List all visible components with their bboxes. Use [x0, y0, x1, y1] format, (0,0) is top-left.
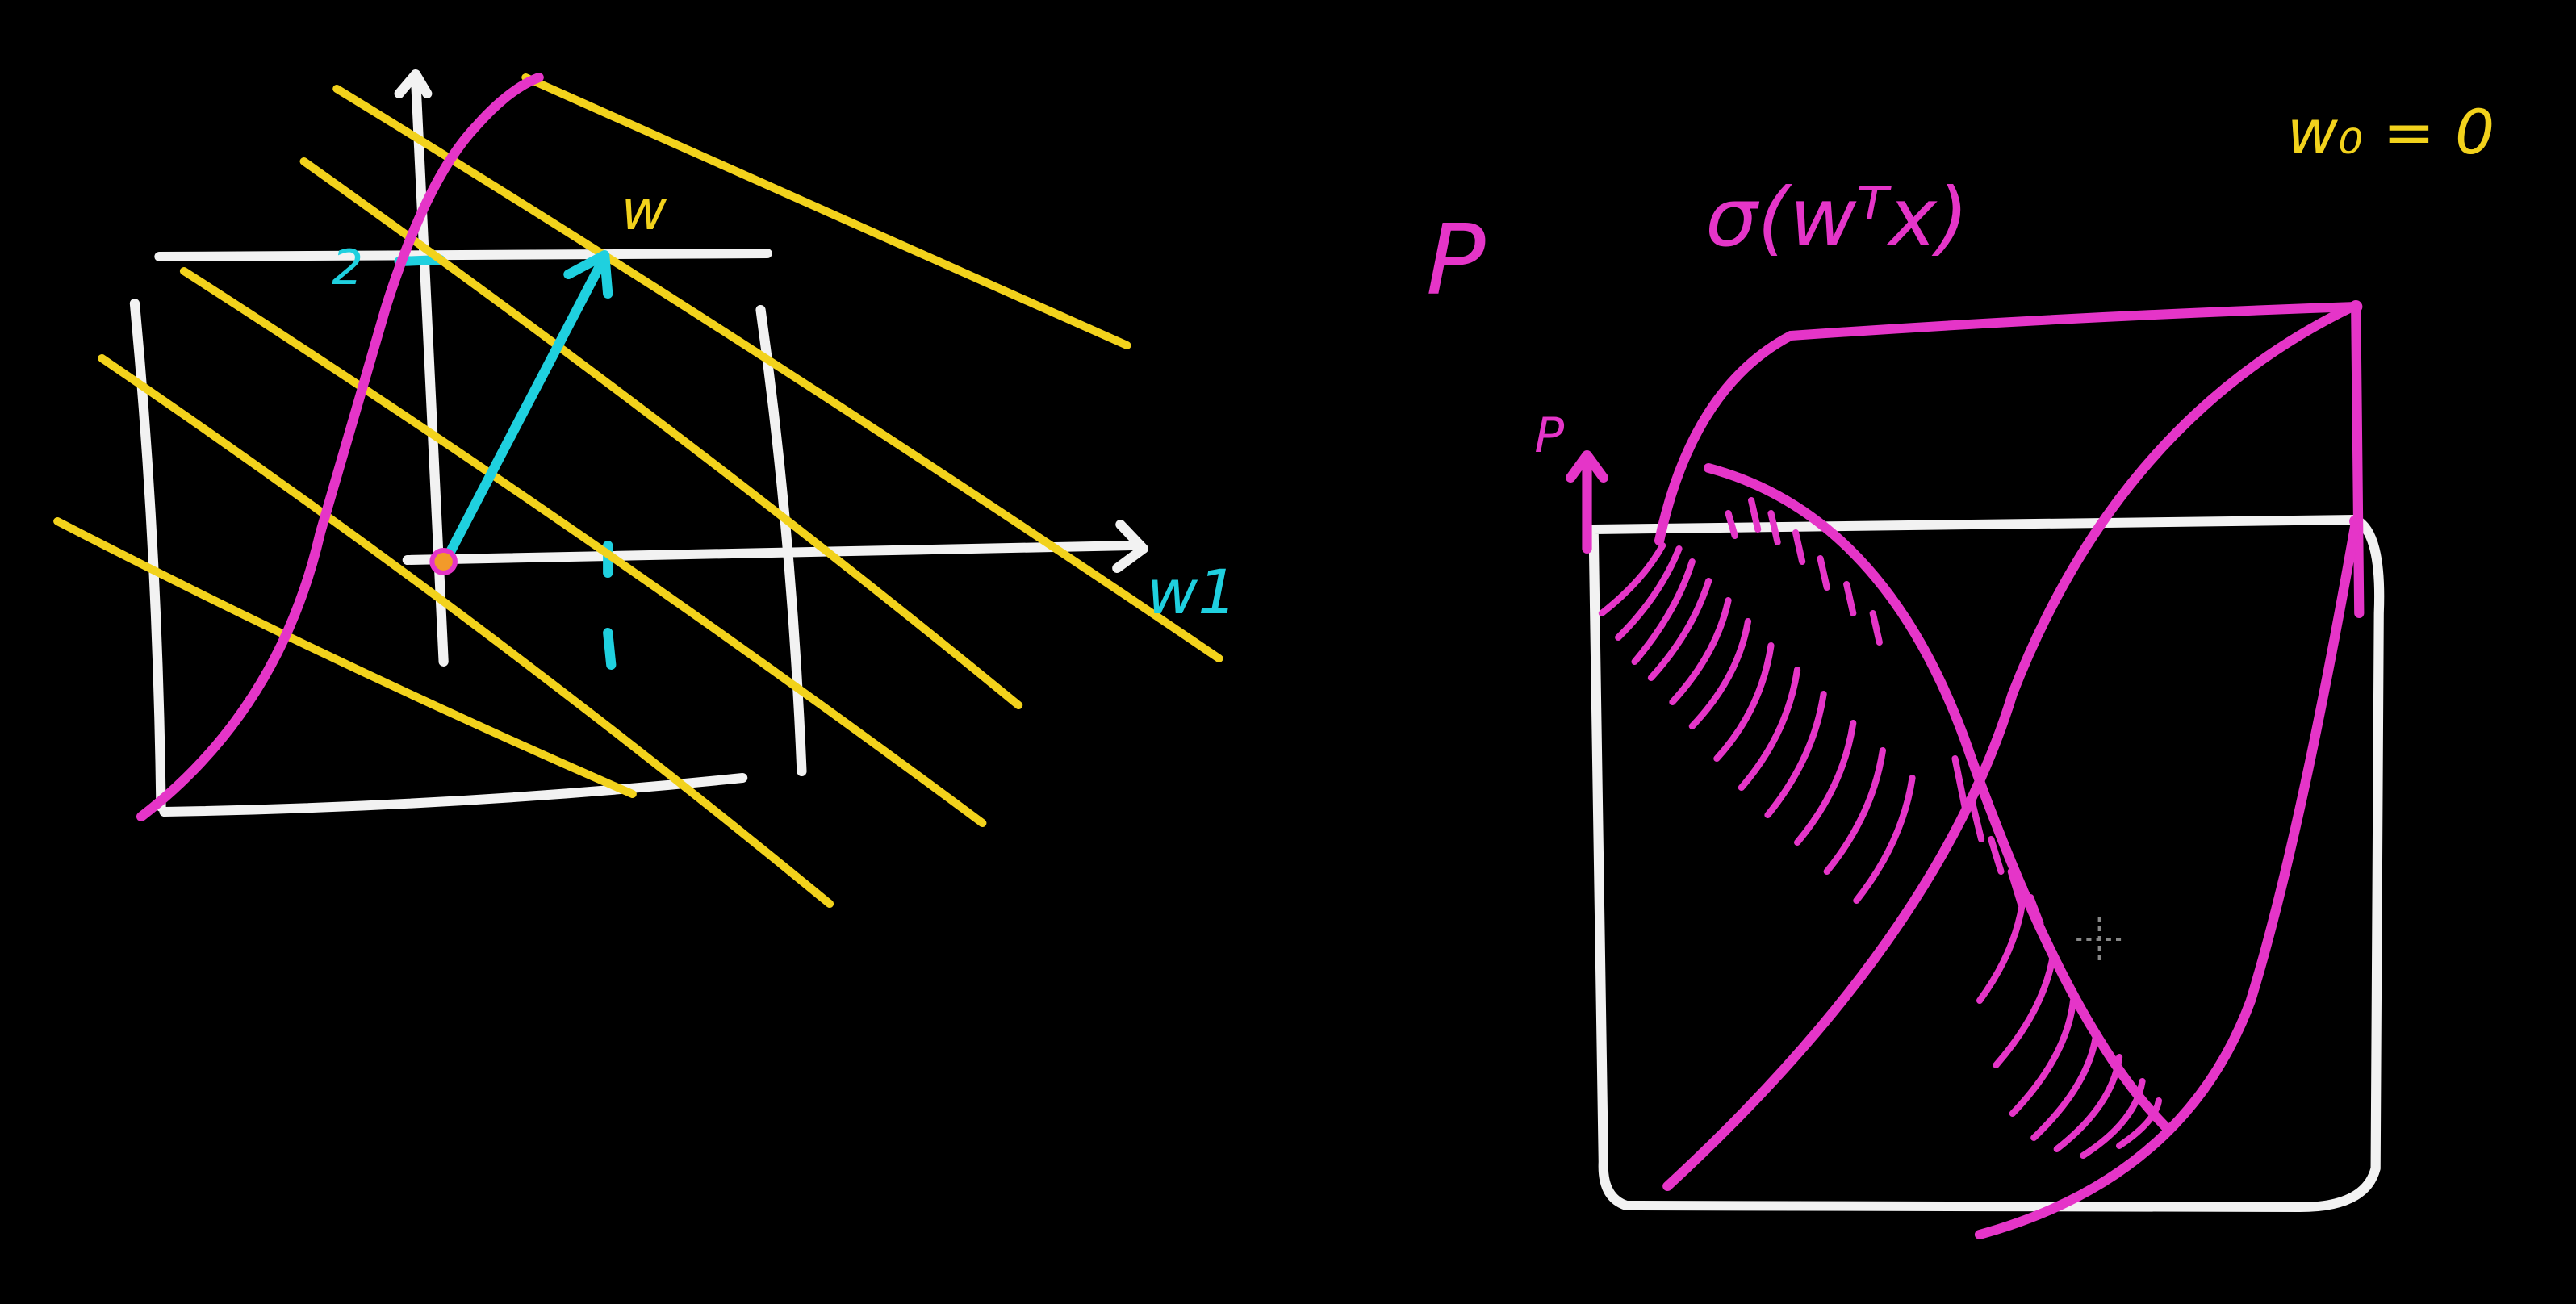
tick-mark-1-lower [603, 628, 617, 670]
p-axis-arrowhead [1566, 450, 1608, 483]
vertical-axis [410, 73, 449, 667]
frame-bottom-line [159, 773, 748, 817]
square-frame [1588, 515, 2385, 1212]
w-vector [440, 258, 607, 566]
right-sigmoid-plot: P σ(wᵀx) w₀ = 0 P [1426, 98, 2494, 1239]
hatch-marks [1598, 497, 2162, 1159]
p-axis-label: P [1534, 408, 1564, 463]
w1-axis-arrowhead [1112, 520, 1148, 573]
frame-left-line [129, 299, 166, 812]
level-line [521, 73, 1131, 349]
left-weight-space-plot: w 2 w1 [53, 69, 1237, 908]
w1-axis [402, 541, 1139, 565]
w1-axis-label: w1 [1147, 558, 1237, 629]
sigmoid-curve-shallow [1704, 463, 2174, 1135]
upper-box-right [2351, 302, 2365, 618]
sigmoid-label: σ(wᵀx) [1705, 170, 1969, 265]
probability-curve [136, 73, 544, 821]
sigmoid-curve-lower [1974, 516, 2361, 1239]
P-label: P [1426, 204, 1486, 317]
w-vector-arrowhead [563, 250, 613, 299]
sigmoid-curve-steep [1654, 331, 1796, 545]
origin-point [429, 548, 458, 575]
level-line [179, 267, 987, 827]
level-line [332, 85, 1223, 662]
level-line [299, 157, 1023, 709]
frame-top-line [154, 249, 772, 261]
tick-label-2: 2 [332, 240, 363, 295]
w-vector-label: w [621, 179, 668, 243]
upper-box-top [1785, 302, 2361, 341]
vertical-axis-arrowhead [394, 69, 433, 98]
frame-right-line [755, 305, 807, 776]
level-line [53, 517, 637, 798]
level-line [98, 354, 834, 908]
cursor-crosshair [2076, 917, 2123, 962]
bias-label: w₀ = 0 [2287, 98, 2494, 169]
sigmoid-curve-diagonal [1662, 302, 2358, 1191]
